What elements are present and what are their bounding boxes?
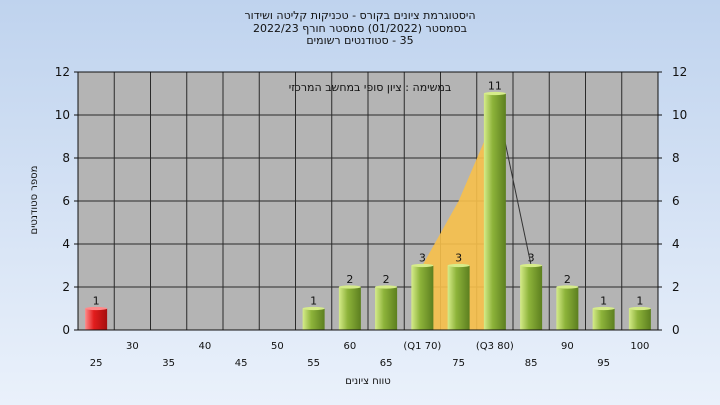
y-tick-right: 8 [672, 151, 680, 165]
data-label-11: 11 [488, 80, 502, 93]
x-tick-label: 55 [307, 358, 320, 369]
x-tick-label: 50 [271, 341, 284, 352]
y-tick-left: 2 [62, 280, 70, 294]
bar-cap-7 [338, 285, 361, 289]
chart-subtitle: בסמסטר (01/2022) סמסטר חורף 2022/23 [253, 21, 467, 35]
x-tick-label: 65 [380, 358, 393, 369]
x-tick-label: 60 [344, 341, 357, 352]
x-tick-label: 90 [561, 341, 574, 352]
data-label-7: 2 [346, 273, 353, 286]
bar-cap-11 [483, 91, 506, 96]
data-label-6: 1 [310, 295, 317, 308]
y-tick-right: 12 [672, 65, 687, 79]
bar-cap-13 [556, 285, 579, 289]
y-tick-left: 12 [55, 65, 70, 79]
x-axis-label: טווח ציונים [345, 376, 390, 387]
x-tick-label: 75 [452, 358, 465, 369]
x-tick-label: (Q3 80) [476, 341, 514, 352]
x-tick-label: 40 [199, 341, 212, 352]
bar-cap-8 [375, 285, 398, 289]
chart-title: היסטוגרמת ציונים בקורס - טכניקות קליטה ו… [244, 9, 476, 22]
chart-titles: היסטוגרמת ציונים בקורס - טכניקות קליטה ו… [0, 9, 720, 48]
y-tick-right: 4 [672, 237, 680, 251]
x-tick-label: 25 [90, 358, 103, 369]
bar-7 [338, 287, 361, 330]
data-label-14: 1 [600, 295, 607, 308]
chart-enrollment: 35 - סטודנטים רשומים [306, 34, 414, 47]
bar-13 [556, 287, 579, 330]
data-label-15: 1 [636, 295, 643, 308]
data-label-10: 3 [455, 252, 462, 265]
y-tick-right: 10 [672, 108, 687, 122]
bar-cap-10 [447, 263, 470, 268]
y-axis-label: מספר סטודנטים [29, 166, 40, 235]
bar-cap-12 [520, 263, 543, 268]
bar-cap-6 [302, 306, 325, 311]
bar-10 [447, 265, 470, 330]
x-tick-label: 85 [525, 358, 538, 369]
y-tick-left: 0 [62, 323, 70, 337]
x-tick-label: 95 [597, 358, 610, 369]
bar-6 [302, 308, 325, 330]
bars [85, 91, 651, 330]
bar-15 [628, 308, 651, 330]
data-label-13: 2 [564, 273, 571, 286]
data-label-0: 1 [93, 295, 100, 308]
bar-8 [375, 287, 398, 330]
x-tick-label: 100 [630, 341, 649, 352]
bar-cap-15 [628, 306, 651, 311]
y-tick-right: 0 [672, 323, 680, 337]
bar-11 [483, 93, 506, 330]
quartile-area [422, 125, 495, 330]
x-tick-label: (Q1 70) [403, 341, 441, 352]
bar-cap-14 [592, 306, 615, 311]
bar-14 [592, 308, 615, 330]
y-tick-left: 4 [62, 237, 70, 251]
bar-0 [85, 308, 108, 330]
chart-annotation: במשימה : ציון סופי במחשב המרכזי [289, 81, 452, 94]
y-tick-right: 2 [672, 280, 680, 294]
x-tick-label: 45 [235, 358, 248, 369]
data-label-9: 3 [419, 252, 426, 265]
bar-cap-0 [85, 306, 108, 311]
y-tick-right: 6 [672, 194, 680, 208]
data-label-8: 2 [383, 273, 390, 286]
y-tick-left: 8 [62, 151, 70, 165]
x-tick-label: 35 [162, 358, 175, 369]
y-tick-left: 6 [62, 194, 70, 208]
y-tick-left: 10 [55, 108, 70, 122]
x-tick-label: 30 [126, 341, 139, 352]
bar-cap-9 [411, 263, 434, 268]
data-label-12: 3 [528, 252, 535, 265]
bar-12 [520, 265, 543, 330]
bar-9 [411, 265, 434, 330]
